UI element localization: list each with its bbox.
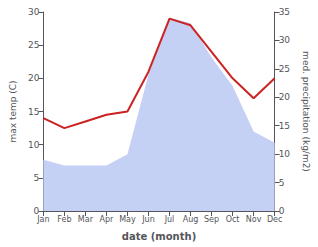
svg-text:max temp (C): max temp (C) xyxy=(8,80,18,142)
svg-text:Mar: Mar xyxy=(78,215,94,224)
svg-text:Feb: Feb xyxy=(57,215,71,224)
svg-text:30: 30 xyxy=(279,35,291,45)
svg-text:Jan: Jan xyxy=(36,215,49,224)
svg-text:5: 5 xyxy=(279,178,285,188)
svg-text:10: 10 xyxy=(279,149,291,159)
svg-text:Jul: Jul xyxy=(164,215,175,224)
svg-text:Apr: Apr xyxy=(100,215,115,224)
svg-text:5: 5 xyxy=(34,173,40,183)
svg-text:35: 35 xyxy=(279,7,290,17)
svg-text:Jun: Jun xyxy=(141,215,155,224)
svg-text:Oct: Oct xyxy=(226,215,240,224)
svg-text:date (month): date (month) xyxy=(122,231,196,242)
svg-text:med. precipitation (kg/m2): med. precipitation (kg/m2) xyxy=(301,51,311,172)
svg-text:0: 0 xyxy=(33,206,40,216)
svg-text:10: 10 xyxy=(28,140,40,150)
svg-text:15: 15 xyxy=(279,121,290,131)
svg-text:Nov: Nov xyxy=(246,215,262,224)
svg-text:May: May xyxy=(119,215,136,224)
svg-text:15: 15 xyxy=(28,107,39,117)
svg-text:25: 25 xyxy=(279,64,290,74)
svg-text:30: 30 xyxy=(28,7,40,17)
svg-text:20: 20 xyxy=(279,92,291,102)
svg-text:Aug: Aug xyxy=(183,215,199,224)
svg-text:20: 20 xyxy=(28,73,40,83)
svg-text:0: 0 xyxy=(278,206,285,216)
svg-text:Sep: Sep xyxy=(204,215,219,224)
svg-text:Dec: Dec xyxy=(267,215,282,224)
svg-text:25: 25 xyxy=(28,40,39,50)
